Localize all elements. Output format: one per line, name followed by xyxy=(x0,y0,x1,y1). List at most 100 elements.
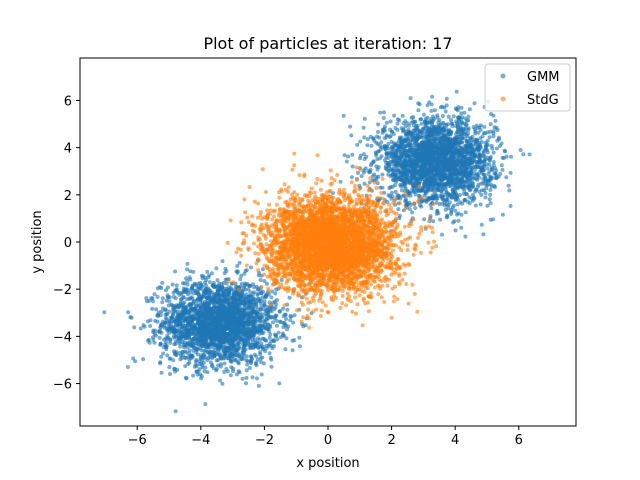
points-layer xyxy=(102,89,532,414)
data-point xyxy=(183,364,188,369)
data-point xyxy=(210,329,215,334)
data-point xyxy=(261,324,265,329)
data-point xyxy=(248,290,253,295)
data-point xyxy=(205,269,210,274)
data-point xyxy=(500,167,505,172)
data-point xyxy=(518,148,523,152)
data-point xyxy=(203,305,208,310)
data-point xyxy=(239,353,244,358)
data-point xyxy=(454,89,459,94)
data-point xyxy=(466,183,471,187)
data-point xyxy=(447,131,451,136)
data-point xyxy=(257,337,262,342)
data-point xyxy=(488,129,493,134)
data-point xyxy=(225,369,230,374)
data-point xyxy=(425,103,430,108)
data-point xyxy=(244,296,249,301)
data-point xyxy=(362,116,367,121)
data-point xyxy=(160,296,165,301)
data-point xyxy=(154,307,159,312)
data-point xyxy=(439,172,444,177)
data-point xyxy=(281,333,285,338)
data-point xyxy=(222,370,227,374)
data-point xyxy=(414,179,419,183)
data-point xyxy=(221,291,226,296)
data-point xyxy=(195,312,200,317)
data-point xyxy=(371,136,376,141)
data-point xyxy=(444,197,449,202)
data-point xyxy=(422,217,427,222)
data-point xyxy=(431,188,436,193)
data-point xyxy=(232,332,237,337)
data-point xyxy=(419,204,424,209)
data-point xyxy=(460,140,465,145)
data-point xyxy=(200,363,205,368)
data-point xyxy=(475,164,480,168)
data-point xyxy=(247,366,252,370)
data-point xyxy=(449,118,453,122)
data-point xyxy=(466,127,471,132)
data-point xyxy=(365,143,370,148)
data-point xyxy=(200,300,205,305)
data-point xyxy=(185,267,190,272)
data-point xyxy=(499,141,504,146)
data-point xyxy=(474,123,479,128)
data-point xyxy=(425,196,430,201)
data-point xyxy=(197,359,202,364)
data-point xyxy=(481,232,486,237)
data-point xyxy=(208,351,213,356)
data-point xyxy=(338,179,343,184)
data-point xyxy=(281,306,286,311)
data-point xyxy=(424,133,429,138)
data-point xyxy=(244,375,249,380)
data-point xyxy=(434,132,439,137)
data-point xyxy=(441,120,446,125)
data-point xyxy=(267,335,272,340)
data-point xyxy=(269,364,274,369)
data-point xyxy=(218,303,223,308)
data-point xyxy=(420,161,425,166)
data-point xyxy=(220,259,225,264)
data-point xyxy=(455,134,460,139)
data-point xyxy=(453,184,458,188)
data-point xyxy=(375,167,380,172)
data-point xyxy=(215,326,220,331)
data-point xyxy=(453,228,458,233)
data-point xyxy=(248,294,253,299)
data-point xyxy=(465,199,470,204)
data-point xyxy=(177,322,181,327)
data-point xyxy=(491,217,496,222)
data-point xyxy=(388,119,393,124)
data-point xyxy=(238,295,243,300)
data-point xyxy=(238,329,243,334)
data-point xyxy=(167,309,172,314)
data-point xyxy=(488,182,493,187)
data-point xyxy=(183,375,188,380)
data-point xyxy=(220,381,225,386)
data-point xyxy=(438,217,443,222)
data-point xyxy=(384,120,389,125)
data-point xyxy=(244,368,249,373)
data-point xyxy=(438,134,443,139)
data-point xyxy=(440,162,445,167)
data-point xyxy=(228,326,233,331)
data-point xyxy=(167,295,172,300)
data-point xyxy=(458,172,463,177)
data-point xyxy=(439,153,444,157)
data-point xyxy=(169,315,174,320)
data-point xyxy=(459,225,464,230)
data-point xyxy=(257,298,262,303)
data-point xyxy=(148,318,153,323)
data-point xyxy=(269,357,274,362)
data-point xyxy=(263,294,268,299)
data-point xyxy=(494,146,499,151)
data-point xyxy=(488,192,493,197)
data-point xyxy=(427,142,432,147)
data-point xyxy=(185,279,190,284)
data-point xyxy=(435,113,440,118)
data-point xyxy=(398,176,402,181)
data-point xyxy=(493,172,498,177)
data-point xyxy=(504,175,509,180)
data-point xyxy=(389,190,394,195)
data-point xyxy=(237,316,242,321)
